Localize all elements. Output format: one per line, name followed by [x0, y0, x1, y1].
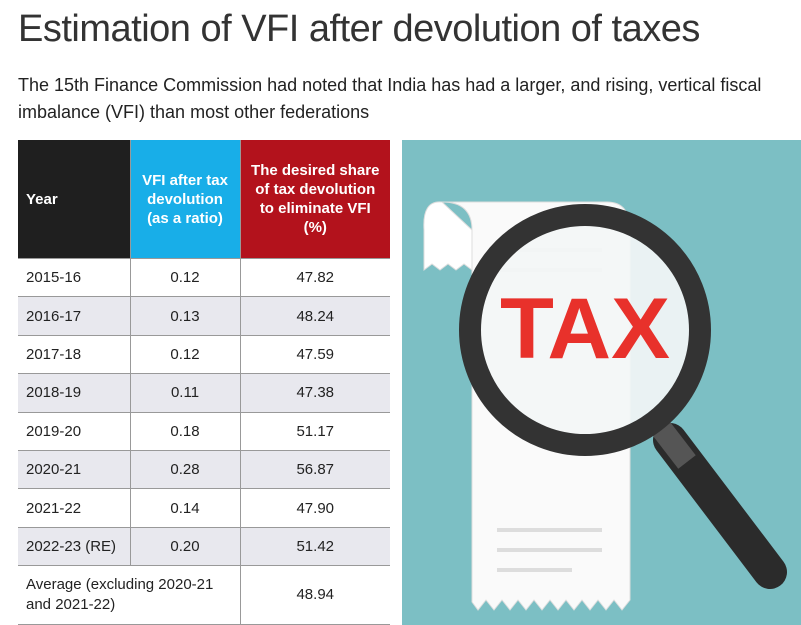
title: Estimation of VFI after devolution of ta… [18, 8, 700, 50]
table-cell: 51.17 [239, 412, 390, 451]
data-table: Year VFI after tax devolution (as a rati… [18, 140, 390, 625]
header-row: Year VFI after tax devolution (as a rati… [18, 140, 390, 259]
table-cell: 47.59 [239, 335, 390, 375]
receipt-curl [423, 201, 473, 271]
table-row: 2020-21 0.28 56.87 [18, 450, 390, 490]
table-cell: 2019-20 [18, 412, 130, 451]
table-cell: 0.28 [129, 450, 240, 490]
table-row: 2016-17 0.13 48.24 [18, 296, 390, 336]
table-cell: 56.87 [239, 450, 390, 490]
subtitle: The 15th Finance Commission had noted th… [18, 75, 762, 122]
table-cell: 48.94 [239, 565, 390, 625]
lens [459, 204, 711, 456]
table-cell: Average (excluding 2020-21 and 2021-22) [18, 565, 240, 625]
table-cell: 51.42 [239, 527, 390, 567]
table-head: Year VFI after tax devolution (as a rati… [18, 140, 390, 259]
tax-label: TAX [500, 281, 670, 377]
table-cell: 2022-23 (RE) [18, 527, 130, 567]
table-cell: 47.90 [239, 488, 390, 528]
table-cell: 0.11 [129, 373, 240, 413]
table-cell: 2018-19 [18, 373, 130, 413]
table-cell: 2016-17 [18, 296, 130, 336]
table-row: 2019-20 0.18 51.17 [18, 412, 390, 451]
column-header: The desired share of tax devolution to e… [239, 140, 390, 259]
table-row: 2021-22 0.14 47.90 [18, 488, 390, 528]
table-cell: 0.12 [129, 258, 240, 298]
table-cell: 0.18 [129, 412, 240, 451]
table-cell: 47.82 [239, 258, 390, 298]
table-cell: 0.14 [129, 488, 240, 528]
table-row: 2017-18 0.12 47.59 [18, 335, 390, 375]
column-header: VFI after tax devolution (as a ratio) [129, 140, 240, 259]
illustration: TAX [402, 140, 801, 625]
table-cell: 0.12 [129, 335, 240, 375]
table-cell: 2015-16 [18, 258, 130, 298]
table-row: 2018-19 0.11 47.38 [18, 373, 390, 413]
table-row: 2022-23 (RE) 0.20 51.42 [18, 527, 390, 567]
table-body: 2015-16 0.12 47.82 2016-17 0.13 48.24 2017-18 0… [18, 258, 390, 625]
table-cell: 2017-18 [18, 335, 130, 375]
table-cell: 2021-22 [18, 488, 130, 528]
table-cell: 48.24 [239, 296, 390, 336]
column-header: Year [18, 140, 130, 259]
table-cell: 2020-21 [18, 450, 130, 490]
table-cell: 0.13 [129, 296, 240, 336]
footer-row: Average (excluding 2020-21 and 2021-22) 4… [18, 565, 390, 625]
table-cell: 47.38 [239, 373, 390, 413]
table-row: 2015-16 0.12 47.82 [18, 258, 390, 298]
table-cell: 0.20 [129, 527, 240, 567]
